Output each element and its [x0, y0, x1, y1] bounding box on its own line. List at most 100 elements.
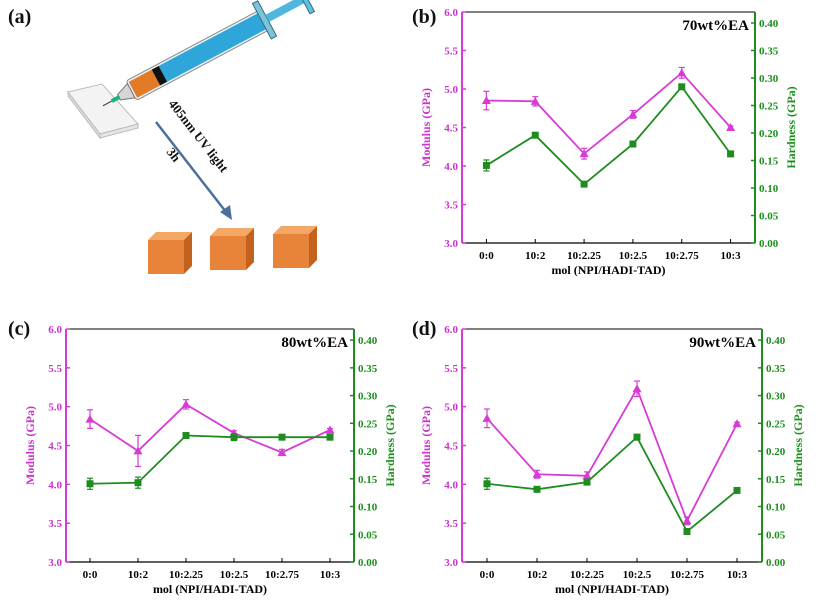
- right-tick-label: 0.40: [358, 335, 378, 347]
- hardness-point: [580, 180, 588, 188]
- chart-70wt-ea: 3.0 3.5 4.0 4.5 5.0 5.5 6.0 0.00 0.05 0.10 0.15 0.2…: [419, 7, 798, 277]
- hardness-point: [733, 486, 741, 494]
- hardness-point: [683, 527, 691, 535]
- modulus-point: [532, 469, 542, 478]
- hardness-point: [678, 83, 686, 91]
- modulus-point: [579, 149, 589, 158]
- right-tick-label: 0.20: [766, 446, 786, 458]
- modulus-point: [632, 384, 642, 393]
- left-tick-label: 5.5: [444, 46, 458, 58]
- left-tick-label: 3.5: [444, 200, 458, 212]
- right-tick-label: 0.05: [766, 529, 786, 541]
- hardness-point: [230, 433, 238, 441]
- process-arrow: [155, 121, 232, 220]
- right-tick-label: 0.10: [766, 502, 786, 514]
- left-tick-label: 3.5: [444, 518, 458, 530]
- modulus-series-line: [486, 71, 732, 155]
- left-tick-label: 5.5: [48, 363, 62, 375]
- x-tick-label: 10:2: [527, 569, 548, 581]
- time-label: 3h: [164, 145, 185, 166]
- x-axis-title: mol (NPI/HADI-TAD): [555, 582, 669, 596]
- panel-b-letter: (b): [412, 6, 437, 28]
- modulus-series-line: [89, 403, 331, 454]
- modulus-point: [133, 446, 143, 455]
- x-tick-label: 10:2.25: [570, 569, 604, 581]
- syringe-icon: [102, 0, 316, 107]
- x-tick-label: 0:0: [83, 569, 98, 581]
- glass-slide: [67, 83, 139, 140]
- right-tick-label: 0.30: [358, 391, 378, 403]
- x-axis-title: mol (NPI/HADI-TAD): [551, 263, 665, 277]
- x-tick-label: 10:3: [320, 569, 341, 581]
- hardness-point: [86, 480, 94, 488]
- left-tick-label: 6.0: [444, 7, 458, 19]
- right-tick-label: 0.00: [766, 557, 786, 569]
- x-tick-label: 0:0: [479, 250, 494, 262]
- right-y-axis-title: Hardness (GPa): [784, 86, 798, 168]
- panel-a: (a) 405nm UV light 3h: [0, 0, 400, 290]
- left-tick-label: 3.0: [444, 238, 458, 250]
- right-tick-label: 0.25: [766, 418, 786, 430]
- modulus-point: [277, 447, 287, 456]
- hardness-point: [483, 480, 491, 488]
- left-tick-label: 5.5: [444, 363, 458, 375]
- modulus-point: [682, 516, 692, 525]
- left-tick-label: 4.5: [48, 441, 62, 453]
- left-tick-label: 3.5: [48, 518, 62, 530]
- panel-b: (b) 3.0 3.5 4.0 4.5 5.0 5.5 6.0 0.00 0.05 0.10 0.1…: [410, 0, 821, 290]
- right-tick-label: 0.35: [759, 46, 779, 58]
- panel-d-letter: (d): [412, 318, 437, 340]
- right-tick-label: 0.30: [766, 391, 786, 403]
- x-tick-label: 0:0: [480, 569, 495, 581]
- x-tick-label: 10:2.75: [670, 569, 704, 581]
- cube-icon: [210, 228, 254, 270]
- modulus-point: [677, 68, 687, 77]
- right-tick-label: 0.25: [759, 101, 779, 113]
- modulus-point: [482, 413, 492, 422]
- right-tick-label: 0.40: [766, 335, 786, 347]
- right-tick-label: 0.10: [759, 183, 779, 195]
- x-tick-label: 10:2: [525, 250, 546, 262]
- modulus-point: [481, 96, 491, 105]
- right-y-axis-title: Hardness (GPa): [383, 404, 397, 486]
- right-tick-label: 0.30: [759, 73, 779, 85]
- left-tick-label: 4.0: [444, 479, 458, 491]
- chart-title: 70wt%EA: [682, 18, 749, 34]
- modulus-point: [732, 419, 742, 428]
- hardness-point: [278, 433, 286, 441]
- right-tick-label: 0.20: [358, 446, 378, 458]
- x-tick-label: 10:2.25: [567, 250, 601, 262]
- left-y-axis-title: Modulus (GPa): [23, 406, 37, 485]
- modulus-point: [325, 425, 335, 434]
- x-axis-title: mol (NPI/HADI-TAD): [153, 582, 267, 596]
- right-tick-label: 0.40: [759, 18, 779, 30]
- schematic-illustration: 405nm UV light 3h: [67, 0, 317, 274]
- left-tick-label: 4.5: [444, 123, 458, 135]
- uv-light-label: 405nm UV light: [166, 97, 232, 176]
- x-tick-label: 10:2.5: [623, 569, 652, 581]
- x-tick-label: 10:3: [727, 569, 748, 581]
- hardness-point: [182, 432, 190, 440]
- hardness-point: [482, 161, 490, 169]
- cube-icon: [273, 226, 317, 268]
- left-tick-label: 5.0: [444, 402, 458, 414]
- hardness-point: [326, 433, 334, 441]
- left-y-axis-title: Modulus (GPa): [419, 406, 433, 485]
- modulus-point: [628, 109, 638, 118]
- chart-title: 80wt%EA: [281, 335, 348, 351]
- modulus-point: [85, 414, 95, 423]
- panel-c: (c) 3.0 3.5 4.0 4.5 5.0 5.5 6.0 0.00 0.05 0.10 0.1…: [0, 312, 410, 602]
- left-y-axis-title: Modulus (GPa): [419, 88, 433, 167]
- left-tick-label: 5.0: [444, 84, 458, 96]
- cube-icon: [148, 232, 192, 274]
- left-tick-label: 4.5: [444, 441, 458, 453]
- hardness-point: [583, 478, 591, 486]
- right-tick-label: 0.00: [358, 557, 378, 569]
- modulus-point: [726, 123, 736, 131]
- modulus-point: [582, 471, 592, 480]
- modulus-point: [530, 96, 540, 105]
- left-tick-label: 6.0: [48, 324, 62, 336]
- chart-80wt-ea: 3.0 3.5 4.0 4.5 5.0 5.5 6.0 0.00 0.05 0.10 0.15 0.2…: [23, 324, 397, 596]
- hardness-point: [531, 131, 539, 139]
- hardness-series-line: [486, 435, 738, 533]
